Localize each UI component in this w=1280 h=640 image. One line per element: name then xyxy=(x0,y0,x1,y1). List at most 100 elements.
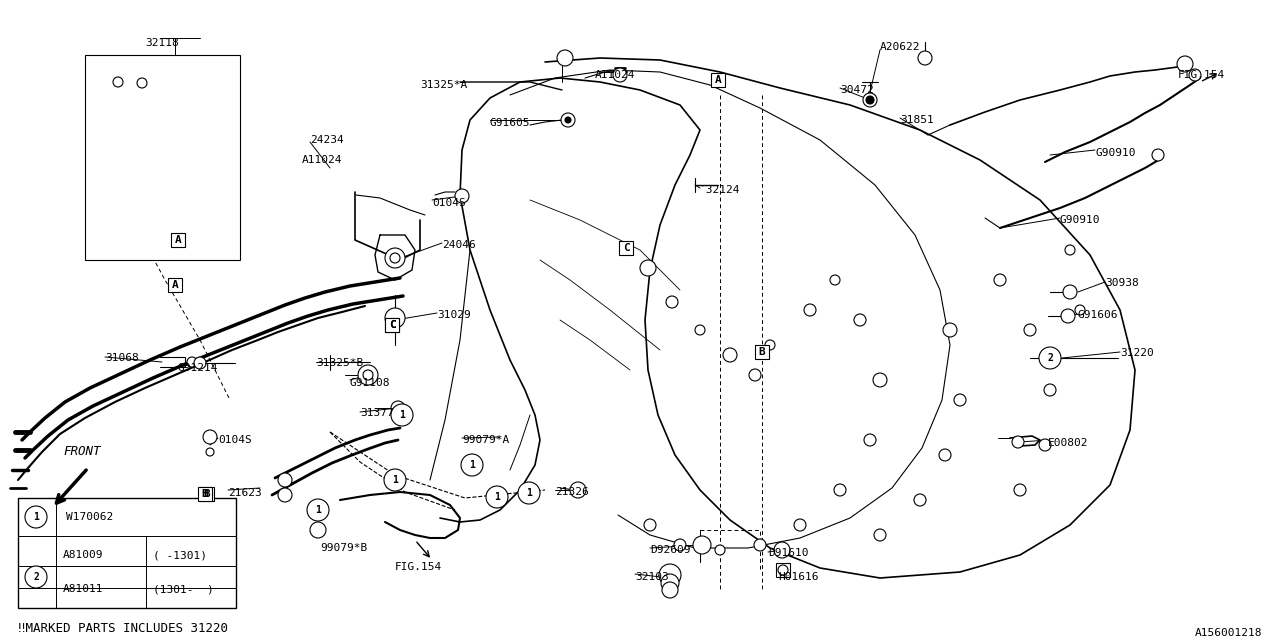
Circle shape xyxy=(874,529,886,541)
Circle shape xyxy=(675,539,686,551)
Text: C: C xyxy=(389,320,396,330)
Text: 0104S: 0104S xyxy=(433,198,466,208)
Bar xyxy=(620,241,634,255)
Text: 0104S: 0104S xyxy=(218,435,252,445)
Text: 31851: 31851 xyxy=(900,115,933,125)
Text: E00802: E00802 xyxy=(1048,438,1088,448)
Circle shape xyxy=(867,96,874,104)
Circle shape xyxy=(557,50,573,66)
Circle shape xyxy=(659,564,681,586)
Text: FIG.154: FIG.154 xyxy=(396,562,443,572)
Circle shape xyxy=(914,494,925,506)
Circle shape xyxy=(195,357,206,369)
Text: 30938: 30938 xyxy=(1105,278,1139,288)
Circle shape xyxy=(940,449,951,461)
Text: 24234: 24234 xyxy=(310,135,344,145)
Circle shape xyxy=(716,545,724,555)
Text: 24046: 24046 xyxy=(442,240,476,250)
Circle shape xyxy=(26,506,47,528)
Text: 1: 1 xyxy=(33,512,38,522)
Text: W170062: W170062 xyxy=(67,512,113,522)
Bar xyxy=(18,498,236,608)
Text: 21326: 21326 xyxy=(556,487,589,497)
Text: A11024: A11024 xyxy=(302,155,343,165)
Circle shape xyxy=(390,253,399,263)
Circle shape xyxy=(774,542,790,558)
Circle shape xyxy=(461,454,483,476)
Text: A81009: A81009 xyxy=(63,550,104,560)
Circle shape xyxy=(187,357,197,367)
Text: 1: 1 xyxy=(494,492,500,502)
Circle shape xyxy=(854,314,867,326)
Bar xyxy=(755,345,769,359)
Circle shape xyxy=(518,482,540,504)
Circle shape xyxy=(113,77,123,87)
Circle shape xyxy=(1014,484,1027,496)
Circle shape xyxy=(564,117,571,123)
Circle shape xyxy=(954,394,966,406)
Circle shape xyxy=(660,574,678,592)
Circle shape xyxy=(1044,384,1056,396)
Circle shape xyxy=(754,539,765,551)
Circle shape xyxy=(943,323,957,337)
Circle shape xyxy=(278,488,292,502)
Circle shape xyxy=(666,296,678,308)
Text: 1: 1 xyxy=(468,460,475,470)
Text: G91214: G91214 xyxy=(178,363,219,373)
Circle shape xyxy=(778,565,788,575)
Text: G91605: G91605 xyxy=(490,118,530,128)
Circle shape xyxy=(1024,324,1036,336)
Bar xyxy=(385,318,399,332)
Bar xyxy=(710,73,724,87)
Text: A: A xyxy=(714,75,722,85)
Circle shape xyxy=(695,325,705,335)
Text: A: A xyxy=(172,280,178,290)
Circle shape xyxy=(1075,305,1085,315)
Text: ‼MARKED PARTS INCLUDES 31220: ‼MARKED PARTS INCLUDES 31220 xyxy=(18,622,228,635)
Circle shape xyxy=(749,369,762,381)
Text: G90910: G90910 xyxy=(1060,215,1101,225)
Text: G91108: G91108 xyxy=(349,378,390,388)
Circle shape xyxy=(1039,347,1061,369)
Circle shape xyxy=(1189,69,1201,81)
Circle shape xyxy=(873,373,887,387)
Circle shape xyxy=(390,404,413,426)
Text: A11024: A11024 xyxy=(595,70,635,80)
Text: 32103: 32103 xyxy=(635,572,668,582)
Circle shape xyxy=(1178,56,1193,72)
Text: FRONT: FRONT xyxy=(63,445,101,458)
Bar xyxy=(200,487,214,501)
Text: 30472: 30472 xyxy=(840,85,874,95)
Bar xyxy=(385,318,399,332)
Text: ( -1301): ( -1301) xyxy=(154,550,207,560)
Text: 31029: 31029 xyxy=(436,310,471,320)
Text: H01616: H01616 xyxy=(778,572,818,582)
Text: (1301-  ): (1301- ) xyxy=(154,584,214,594)
Text: 31068: 31068 xyxy=(105,353,138,363)
Text: ′32124: ′32124 xyxy=(700,185,741,195)
Circle shape xyxy=(835,484,846,496)
Circle shape xyxy=(561,113,575,127)
Circle shape xyxy=(570,482,586,498)
Text: 31220: 31220 xyxy=(1120,348,1153,358)
Circle shape xyxy=(765,340,774,350)
Circle shape xyxy=(644,519,657,531)
Text: 1: 1 xyxy=(399,410,404,420)
Text: 31377: 31377 xyxy=(360,408,394,418)
Circle shape xyxy=(829,275,840,285)
Circle shape xyxy=(794,519,806,531)
Circle shape xyxy=(385,248,404,268)
Circle shape xyxy=(864,434,876,446)
Circle shape xyxy=(137,78,147,88)
Text: D91610: D91610 xyxy=(768,548,809,558)
Text: G90910: G90910 xyxy=(1094,148,1135,158)
Circle shape xyxy=(307,499,329,521)
Text: C: C xyxy=(389,320,396,330)
Text: D92609: D92609 xyxy=(650,545,690,555)
Circle shape xyxy=(26,566,47,588)
Circle shape xyxy=(364,370,372,380)
Circle shape xyxy=(1152,149,1164,161)
Text: C: C xyxy=(622,243,630,253)
Circle shape xyxy=(995,274,1006,286)
Circle shape xyxy=(1062,285,1076,299)
